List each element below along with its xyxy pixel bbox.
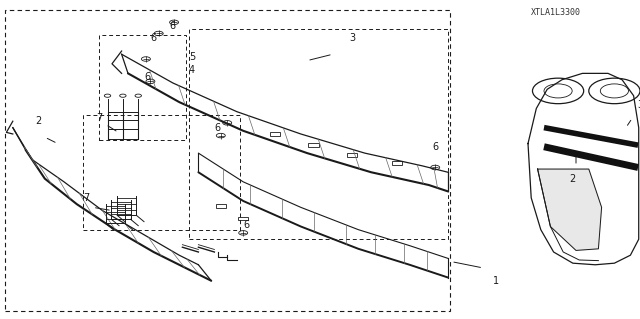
Text: 2: 2 [35, 116, 42, 126]
Bar [347, 153, 357, 157]
Polygon shape [538, 169, 602, 250]
Text: 6: 6 [150, 33, 157, 43]
Text: 6: 6 [432, 142, 438, 152]
Bar [189, 29, 448, 239]
Text: 6: 6 [144, 71, 150, 82]
Text: XTLA1L3300: XTLA1L3300 [531, 8, 580, 17]
Text: 3: 3 [637, 100, 640, 110]
Text: 7: 7 [83, 193, 90, 203]
Bar [238, 217, 248, 220]
Bar [270, 132, 280, 136]
Text: 4: 4 [189, 65, 195, 75]
Bar [216, 204, 226, 208]
Text: 5: 5 [189, 52, 195, 63]
Text: 6: 6 [214, 122, 221, 133]
Bar [392, 161, 402, 165]
Text: 1: 1 [493, 276, 499, 286]
Text: 2: 2 [570, 174, 576, 184]
Bar [99, 35, 186, 140]
Text: 3: 3 [349, 33, 355, 43]
Bar [83, 115, 240, 230]
Text: 6: 6 [170, 20, 176, 31]
Text: 7: 7 [96, 113, 102, 123]
Text: 6: 6 [243, 220, 250, 230]
Bar [5, 10, 450, 311]
Bar [308, 143, 319, 147]
